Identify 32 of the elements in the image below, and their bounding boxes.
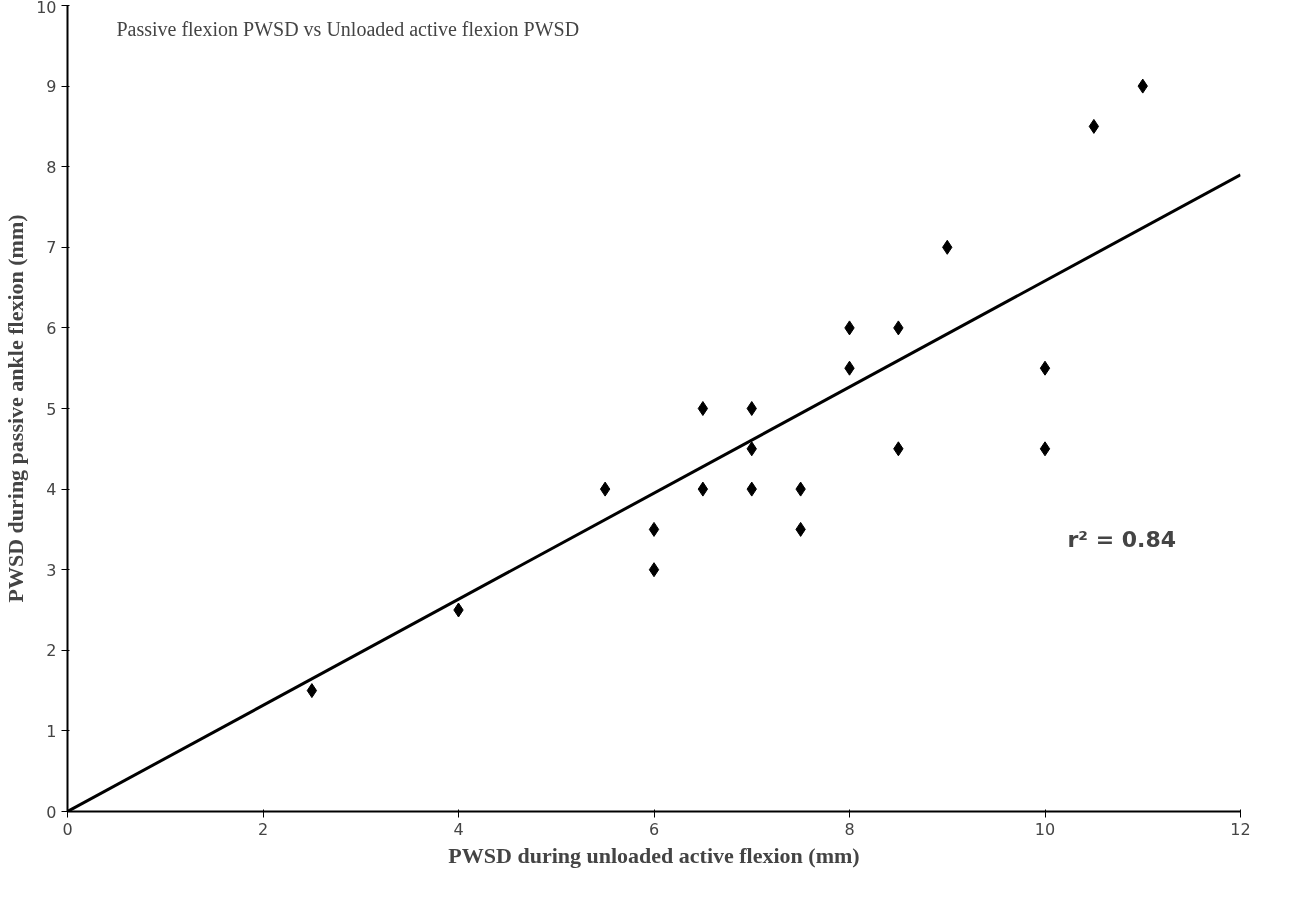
- y-tick-label: 3: [46, 560, 57, 580]
- y-tick-label: 6: [46, 318, 57, 338]
- y-tick-label: 0: [46, 802, 57, 822]
- x-axis-title: PWSD during unloaded active flexion (mm): [448, 842, 860, 868]
- point: [746, 401, 757, 416]
- x-tick-label: 8: [844, 819, 855, 839]
- y-tick-label: 10: [36, 0, 57, 17]
- y-tick-label: 8: [46, 157, 57, 177]
- x-tick-label: 12: [1230, 819, 1251, 839]
- point: [1039, 441, 1051, 457]
- annotation: r² = 0.84: [1067, 526, 1177, 552]
- y-tick-label: 5: [46, 399, 57, 419]
- x-tick-label: 2: [257, 819, 269, 839]
- point: [697, 481, 709, 497]
- text: Passive flexion PWSD vs Unloaded active flexion PWSD: [116, 17, 580, 40]
- point: [1039, 360, 1051, 376]
- x-tick-label: 10: [1034, 819, 1056, 839]
- x-tick-label: 4: [453, 819, 464, 839]
- point: [648, 562, 660, 578]
- point: [306, 683, 318, 699]
- y-axis-title: PWSD during passive ankle flexion (mm): [3, 214, 29, 603]
- point: [697, 401, 709, 416]
- y-tick-label: 7: [46, 238, 57, 258]
- y-tick-label: 9: [46, 77, 57, 97]
- x-tick-label: 6: [648, 819, 660, 839]
- y-tick-label: 4: [46, 480, 57, 500]
- x-tick-label: 0: [62, 819, 73, 839]
- y-tick-label: 2: [46, 641, 57, 661]
- point: [648, 521, 660, 537]
- y-tick-label: 1: [46, 721, 57, 741]
- point: [599, 481, 611, 497]
- point: [1088, 118, 1100, 134]
